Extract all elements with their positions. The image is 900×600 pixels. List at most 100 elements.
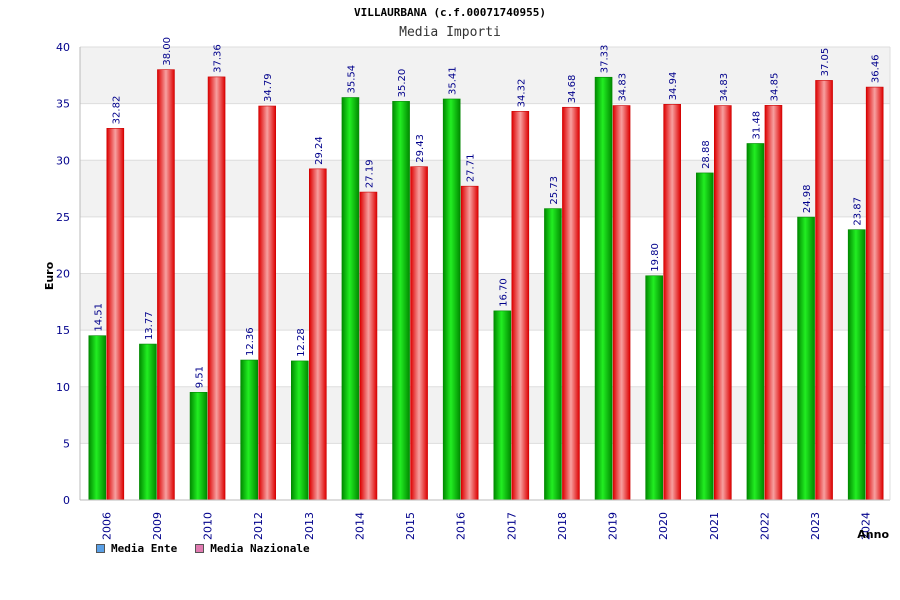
data-label-media-nazionale: 37.05 (820, 48, 831, 77)
data-label-media-nazionale: 32.82 (111, 96, 122, 125)
y-tick-label: 30 (56, 154, 70, 167)
bar-media-nazionale (106, 128, 125, 501)
data-label-media-ente: 25.73 (549, 176, 560, 205)
x-tick-label: 2018 (556, 512, 569, 540)
legend-swatch-media-nazionale (195, 544, 205, 553)
data-label-media-ente: 35.41 (448, 66, 459, 95)
x-tick-label: 2024 (860, 512, 873, 540)
data-label-media-ente: 19.80 (650, 243, 661, 272)
y-tick-label: 15 (56, 324, 70, 337)
data-label-media-nazionale: 37.36 (213, 44, 224, 73)
y-tick-label: 35 (56, 98, 70, 111)
bar-media-ente (746, 143, 765, 501)
bar-media-nazionale (612, 105, 631, 501)
bar-media-ente (240, 359, 258, 501)
bar-media-ente (392, 101, 410, 501)
data-label-media-nazionale: 34.32 (516, 79, 527, 108)
bar-media-ente (341, 97, 360, 501)
bar-media-nazionale (309, 168, 327, 501)
data-label-media-ente: 31.48 (751, 111, 762, 140)
bar-media-nazionale (663, 104, 681, 501)
data-label-media-ente: 24.98 (802, 184, 813, 213)
legend-label-media-ente: Media Ente (111, 542, 178, 555)
x-tick-label: 2020 (657, 512, 670, 540)
legend: Media Ente Media Nazionale (96, 542, 328, 555)
bar-media-nazionale (258, 105, 276, 501)
bar-media-ente (847, 229, 866, 501)
x-tick-label: 2014 (353, 512, 366, 540)
data-label-media-ente: 28.88 (701, 140, 712, 169)
data-label-media-nazionale: 34.83 (618, 73, 629, 102)
bar-media-ente (544, 208, 562, 501)
bar-media-ente (696, 172, 714, 501)
x-tick-label: 2017 (505, 512, 518, 540)
legend-swatch-media-ente (96, 544, 105, 553)
data-label-media-nazionale: 27.71 (466, 154, 477, 183)
chart-subtitle: Media Importi (399, 25, 501, 40)
y-tick-label: 10 (56, 381, 70, 394)
x-tick-label: 2016 (455, 512, 468, 540)
data-label-media-nazionale: 29.43 (415, 134, 426, 163)
y-tick-label: 5 (63, 437, 70, 450)
data-label-media-nazionale: 34.85 (769, 73, 780, 102)
x-tick-label: 2019 (607, 512, 620, 540)
x-tick-label: 2009 (151, 512, 164, 540)
data-label-media-ente: 9.51 (195, 366, 206, 388)
data-label-media-ente: 23.87 (853, 197, 864, 226)
data-label-media-nazionale: 36.46 (871, 54, 882, 83)
bar-media-ente (797, 216, 815, 501)
x-tick-label: 2022 (758, 512, 771, 540)
bar-media-nazionale (207, 76, 226, 501)
data-label-media-ente: 12.28 (296, 328, 307, 357)
axes-layer: 0 5 10 15 20 25 30 35 40 2006 2009 2010 2012 2013 2014… (56, 41, 891, 540)
x-tick-label: 2010 (202, 512, 215, 540)
legend-item-media-nazionale: Media Nazionale (195, 542, 310, 555)
data-label-media-nazionale: 27.19 (364, 159, 375, 188)
legend-item-media-ente: Media Ente (96, 542, 177, 555)
bar-media-ente (291, 360, 309, 501)
data-label-media-nazionale: 34.68 (567, 75, 578, 104)
x-tick-label: 2021 (708, 512, 721, 540)
x-tick-label: 2015 (404, 512, 417, 540)
data-label-media-nazionale: 34.83 (719, 73, 730, 102)
data-label-media-nazionale: 29.24 (314, 136, 325, 165)
data-label-media-nazionale: 38.00 (162, 37, 173, 66)
data-label-media-ente: 35.54 (346, 65, 357, 94)
data-label-media-nazionale: 34.94 (668, 72, 679, 101)
data-label-media-ente: 16.70 (498, 278, 509, 307)
bar-media-nazionale (865, 86, 884, 501)
bar-media-nazionale (157, 69, 175, 501)
x-tick-label: 2023 (809, 512, 822, 540)
data-label-media-ente: 13.77 (144, 311, 155, 340)
bar-media-nazionale (562, 106, 580, 501)
bar-media-ente (139, 343, 157, 501)
y-tick-label: 25 (56, 211, 70, 224)
bar-media-nazionale (714, 105, 732, 501)
bar-media-nazionale (815, 80, 833, 501)
bar-media-nazionale (359, 191, 378, 501)
bar-media-ente (88, 335, 107, 501)
bar-media-nazionale (410, 166, 428, 501)
bar-media-nazionale (511, 111, 530, 501)
y-tick-label: 20 (56, 268, 70, 281)
y-axis-label: Euro (43, 261, 56, 290)
chart-title: VILLAURBANA (c.f.00071740955) (353, 6, 547, 19)
bars-layer: 14.51 32.82 13.77 38.00 9.51 37.36 12.36 34.79 1… (88, 37, 884, 501)
bar-media-ente (645, 275, 663, 501)
x-tick-label: 2006 (100, 512, 113, 540)
y-tick-label: 0 (63, 494, 70, 507)
bar-media-ente (493, 310, 512, 501)
x-axis-label: Anno (857, 528, 889, 541)
legend-label-media-nazionale: Media Nazionale (210, 542, 310, 555)
x-tick-label: 2013 (303, 512, 316, 540)
bar-media-ente (189, 391, 208, 501)
x-tick-label: 2012 (252, 512, 265, 540)
data-label-media-nazionale: 34.79 (263, 73, 274, 102)
bar-media-nazionale (460, 185, 479, 501)
bar-media-ente (594, 76, 613, 501)
data-label-media-ente: 12.36 (245, 327, 256, 356)
bar-media-ente (442, 98, 461, 501)
data-label-media-ente: 14.51 (93, 303, 104, 332)
